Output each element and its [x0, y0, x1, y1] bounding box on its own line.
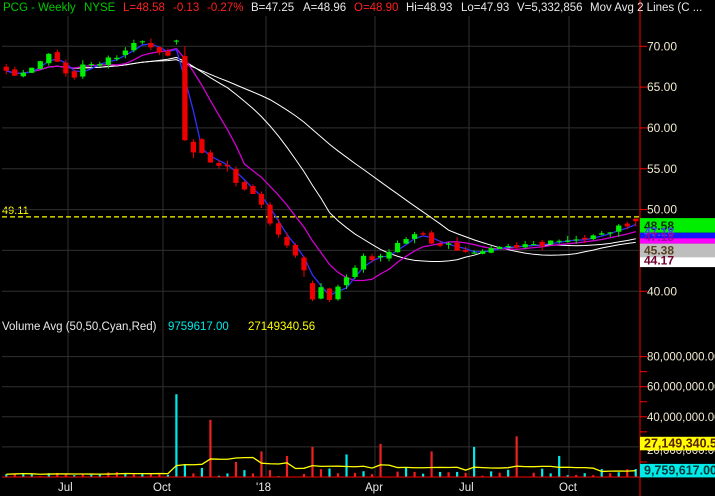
svg-text:27149340.56: 27149340.56	[248, 321, 315, 333]
svg-text:44.17: 44.17	[644, 254, 674, 268]
svg-text:60.00: 60.00	[647, 121, 677, 135]
svg-text:47.18: 47.18	[644, 230, 674, 244]
svg-text:Oct: Oct	[153, 482, 172, 494]
svg-text:50.00: 50.00	[647, 203, 677, 217]
svg-text:55.00: 55.00	[647, 162, 677, 176]
svg-text:70.00: 70.00	[647, 39, 677, 53]
svg-text:9,759,617.00: 9,759,617.00	[644, 464, 715, 478]
svg-text:49.11: 49.11	[2, 205, 29, 217]
svg-text:Volume Avg (50,50,Cyan,Red): Volume Avg (50,50,Cyan,Red)	[2, 321, 157, 333]
svg-text:Jul: Jul	[459, 482, 474, 494]
svg-text:9759617.00: 9759617.00	[168, 321, 229, 333]
svg-text:80,000,000.00: 80,000,000.00	[647, 352, 715, 364]
svg-text:40,000,000.00: 40,000,000.00	[647, 412, 715, 424]
svg-text:60,000,000.00: 60,000,000.00	[647, 382, 715, 394]
svg-text:'18: '18	[256, 482, 271, 494]
svg-text:Oct: Oct	[559, 482, 578, 494]
svg-text:Jul: Jul	[58, 482, 73, 494]
svg-text:27,149,340.56: 27,149,340.56	[644, 437, 715, 451]
svg-text:65.00: 65.00	[647, 80, 677, 94]
svg-text:40.00: 40.00	[647, 284, 677, 298]
svg-text:Apr: Apr	[365, 482, 383, 494]
